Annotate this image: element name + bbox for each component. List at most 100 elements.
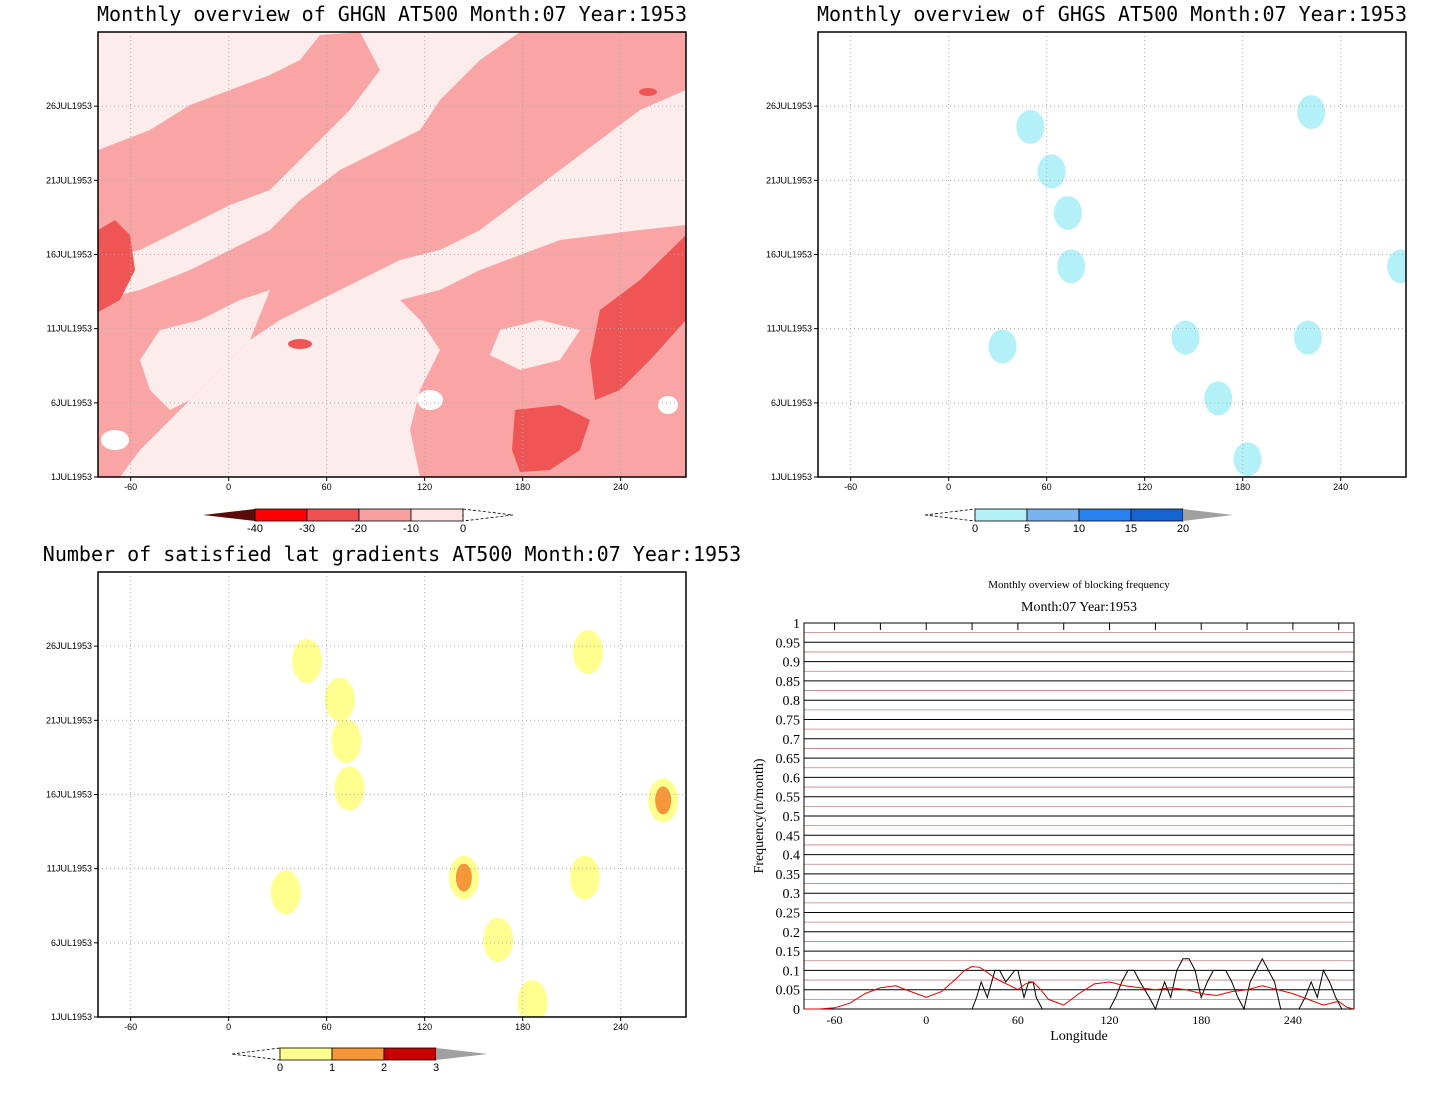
x-tick-label: -60 bbox=[124, 482, 137, 492]
y-tick-label: 0.7 bbox=[783, 733, 801, 748]
x-tick-label: 120 bbox=[1101, 1013, 1119, 1027]
colorbar-label: -10 bbox=[403, 523, 419, 535]
colorbar-segment bbox=[1130, 508, 1184, 522]
colorbar-label: 0 bbox=[460, 523, 466, 535]
y-tick-label: 0 bbox=[793, 1003, 800, 1018]
ghgn-high-1 bbox=[98, 220, 135, 312]
latgrad-blob bbox=[331, 719, 362, 764]
colorbar-label: 2 bbox=[381, 1062, 387, 1074]
x-tick-label: 240 bbox=[613, 1022, 628, 1032]
y-tick-label: 0.85 bbox=[776, 675, 801, 690]
x-tick-label: 240 bbox=[1284, 1013, 1302, 1027]
blocking-y-ticks: 0 0.05 0.1 0.15 0.2 0.25 0.3 0.35 0.4 0.45 0.5 0.55… bbox=[776, 617, 801, 1018]
ghgn-white-spot-1 bbox=[417, 390, 443, 410]
ghgn-x-ticks: -60 0 60 120 180 240 bbox=[124, 477, 628, 492]
colorbar-segment bbox=[306, 508, 360, 522]
x-tick-label: 0 bbox=[226, 482, 231, 492]
colorbar-arrow-right bbox=[436, 1048, 488, 1060]
y-tick-label: 0.2 bbox=[783, 926, 801, 941]
ghgs-y-ticks: 26JUL1953 21JUL1953 16JUL1953 11JUL1953 6JUL… bbox=[766, 101, 818, 482]
y-tick-label: 6JUL1953 bbox=[51, 398, 92, 408]
ghgs-blob bbox=[1016, 109, 1045, 144]
blocking-title: Monthly overview of blocking frequency bbox=[988, 579, 1170, 591]
y-tick-label: 0.55 bbox=[776, 791, 801, 806]
colorbar-arrow-right bbox=[462, 508, 514, 522]
y-tick-label: 21JUL1953 bbox=[766, 175, 812, 185]
y-tick-label: 26JUL1953 bbox=[46, 101, 92, 111]
x-tick-label: 180 bbox=[1235, 482, 1250, 492]
ghgs-x-ticks: -60 0 60 120 180 240 bbox=[844, 477, 1348, 492]
y-tick-label: 16JUL1953 bbox=[46, 790, 92, 800]
latgrad-blob bbox=[334, 766, 365, 811]
ghgn-high-3 bbox=[512, 405, 590, 472]
y-tick-label: 16JUL1953 bbox=[766, 250, 812, 260]
x-tick-label: -60 bbox=[124, 1022, 137, 1032]
y-tick-label: 0.75 bbox=[776, 714, 801, 729]
x-tick-label: 240 bbox=[613, 482, 628, 492]
latgrad-blob bbox=[517, 980, 548, 1017]
colorbar-label: -20 bbox=[351, 523, 367, 535]
x-tick-label: 0 bbox=[946, 482, 951, 492]
x-tick-label: 0 bbox=[226, 1022, 231, 1032]
panel-blocking-frequency: Monthly overview of blocking frequency M… bbox=[752, 579, 1355, 1044]
y-tick-label: 0.95 bbox=[776, 636, 801, 651]
y-tick-label: 11JUL1953 bbox=[47, 324, 92, 334]
ghgn-white-2 bbox=[490, 320, 580, 370]
y-tick-label: 0.35 bbox=[776, 868, 801, 883]
latgrad-blob-core bbox=[655, 786, 672, 815]
ghgn-field bbox=[98, 32, 686, 477]
ghgs-blob bbox=[1297, 95, 1326, 130]
ghgs-blob bbox=[1294, 320, 1322, 355]
colorbar-label: 20 bbox=[1177, 523, 1189, 535]
latgrad-y-ticks: 26JUL1953 21JUL1953 16JUL1953 11JUL1953 6JUL… bbox=[46, 641, 98, 1022]
y-tick-label: 0.9 bbox=[783, 656, 801, 671]
colorbar-label: 3 bbox=[433, 1062, 439, 1074]
ghgs-title: Monthly overview of GHGS AT500 Month:07 … bbox=[817, 2, 1407, 26]
y-tick-label: 16JUL1953 bbox=[46, 250, 92, 260]
y-tick-label: 0.25 bbox=[776, 907, 801, 922]
latgrad-field bbox=[270, 630, 679, 1017]
y-tick-label: 21JUL1953 bbox=[46, 175, 92, 185]
ghgn-high-4 bbox=[288, 339, 312, 349]
x-tick-label: 0 bbox=[923, 1013, 929, 1027]
x-tick-label: 60 bbox=[1012, 1013, 1024, 1027]
y-tick-label: 1JUL1953 bbox=[51, 1012, 92, 1022]
blocking-series bbox=[804, 957, 1355, 1011]
latgrad-blob bbox=[573, 630, 603, 675]
colorbar-segment bbox=[331, 1047, 385, 1061]
colorbar-label: 10 bbox=[1073, 523, 1085, 535]
y-tick-label: 0.45 bbox=[776, 829, 801, 844]
colorbar-arrow-left bbox=[203, 509, 255, 521]
latgrad-blob bbox=[270, 870, 301, 915]
colorbar-label: 0 bbox=[972, 523, 978, 535]
y-tick-label: 0.1 bbox=[783, 964, 801, 979]
x-tick-label: 60 bbox=[1042, 482, 1052, 492]
ghgs-blob bbox=[988, 329, 1017, 364]
panel-ghgn: Monthly overview of GHGN AT500 Month:07 … bbox=[46, 2, 687, 535]
ghgs-colorbar: 0 5 10 15 20 bbox=[924, 508, 1233, 535]
blocking-x-ticks: -60 0 60 120 180 240 bbox=[827, 623, 1340, 1027]
blocking-subtitle: Month:07 Year:1953 bbox=[1021, 600, 1137, 615]
ghgs-blob bbox=[1053, 195, 1082, 230]
ghgs-blob bbox=[1171, 320, 1200, 355]
x-tick-label: 60 bbox=[322, 482, 332, 492]
series-line-red bbox=[804, 965, 1355, 1010]
x-tick-label: 120 bbox=[417, 1022, 432, 1032]
y-tick-label: 0.3 bbox=[783, 887, 801, 902]
y-tick-label: 0.05 bbox=[776, 984, 801, 999]
latgrad-title: Number of satisfied lat gradients AT500 … bbox=[43, 542, 741, 566]
ghgn-white-1 bbox=[140, 290, 270, 410]
latgrad-x-ticks: -60 0 60 120 180 240 bbox=[124, 1017, 628, 1032]
ghgn-white-spot-3 bbox=[101, 430, 129, 450]
colorbar-segment bbox=[1026, 508, 1080, 522]
colorbar-arrow-left bbox=[231, 1047, 281, 1061]
latgrad-colorbar: 0 1 2 3 bbox=[231, 1047, 488, 1074]
colorbar-label: -40 bbox=[247, 523, 263, 535]
panel-ghgs: Monthly overview of GHGS AT500 Month:07 … bbox=[766, 2, 1407, 535]
latgrad-blob bbox=[292, 639, 323, 683]
ghgn-title: Monthly overview of GHGN AT500 Month:07 … bbox=[97, 2, 687, 26]
latgrad-blob bbox=[324, 677, 355, 722]
colorbar-segment bbox=[358, 508, 412, 522]
y-tick-label: 0.65 bbox=[776, 752, 801, 767]
